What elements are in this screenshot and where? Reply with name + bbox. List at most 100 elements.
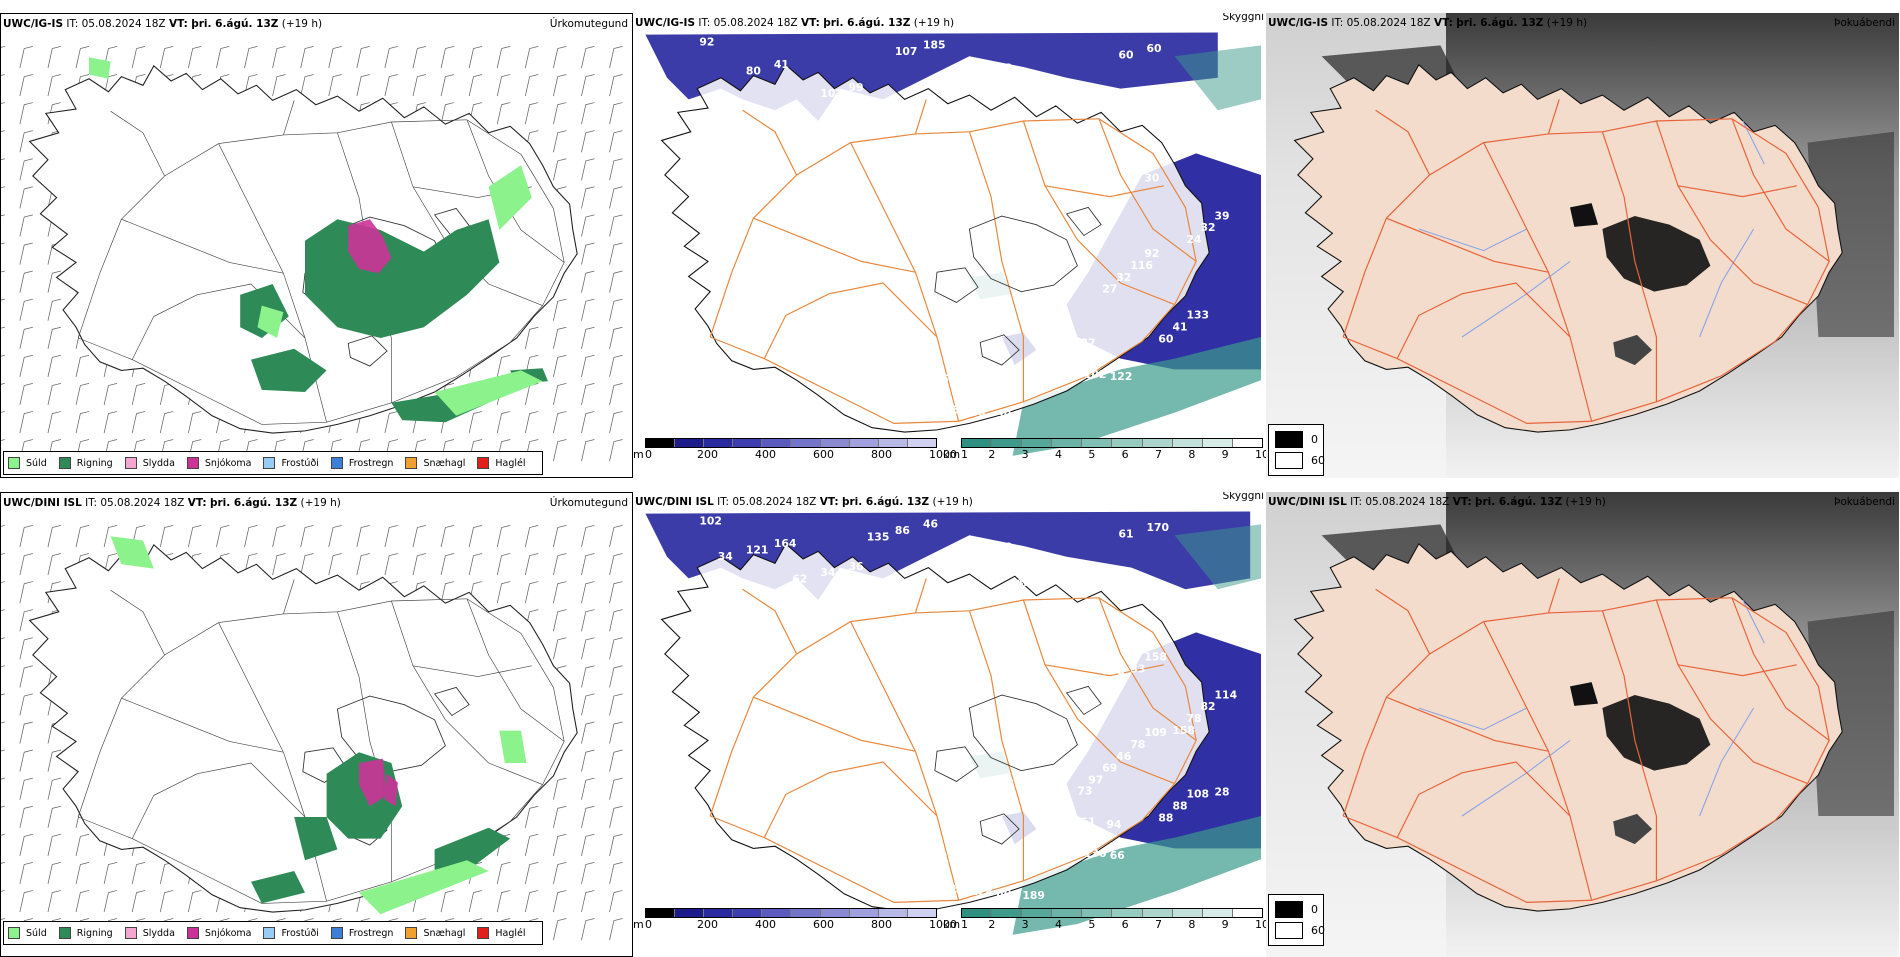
cloud-height-label: 102 (1084, 368, 1107, 381)
colorbar-segment (849, 439, 879, 447)
wind-barb (609, 158, 623, 181)
road (1375, 109, 1431, 176)
wind-barb (328, 525, 342, 548)
road (1386, 217, 1549, 273)
cloud-height-label: 88 (1172, 800, 1187, 813)
cloud-height-label: 100 (1029, 332, 1052, 345)
wind-barb (609, 130, 623, 153)
legend-swatch (330, 927, 343, 939)
wind-barb (581, 186, 595, 209)
wind-barb (468, 411, 483, 434)
wind-barb (1, 411, 5, 413)
wind-barb (524, 326, 539, 349)
glacier-outline (979, 334, 1020, 366)
cloud-height-label: 92 (1144, 247, 1159, 260)
wind-barb (609, 270, 623, 293)
white-swatch (1275, 452, 1303, 469)
wind-barb (581, 74, 595, 97)
cloud-height-label: 39 (1215, 209, 1230, 222)
colorbar-segment (1052, 909, 1083, 917)
road-network (709, 578, 1197, 903)
glacier-outline (336, 695, 446, 773)
cloud-height-label: 119 (1055, 814, 1078, 827)
wind-barb (187, 525, 202, 548)
wind-barb (496, 411, 511, 434)
legend-item: Frostúði (263, 457, 319, 469)
legend-label: Snæhagl (423, 457, 466, 469)
colorbar-segment (1202, 439, 1233, 447)
wind-barb (1, 214, 5, 217)
wind-barb (581, 918, 595, 941)
wind-barb (609, 833, 623, 856)
colorbar-unit: m (633, 918, 644, 931)
road (1386, 696, 1549, 752)
cloud-height-label: 43 (1016, 576, 1031, 589)
colorbar-segment (646, 909, 676, 917)
wind-barb (524, 102, 539, 125)
valid-label: VT: (1452, 496, 1472, 508)
cloud-height-label: 5 (941, 553, 949, 566)
legend-item: Rigning (58, 457, 113, 469)
wind-barb (328, 553, 342, 576)
colorbar-tick: 4 (1055, 448, 1062, 461)
legend-swatch (186, 457, 199, 469)
cloud-height-label: 107 (895, 45, 918, 58)
legend-swatch (477, 457, 490, 469)
road (1655, 120, 1808, 306)
legend-item: Súld (8, 457, 47, 469)
cloud-height-label: 135 (867, 531, 890, 544)
colorbar-segment (762, 439, 792, 447)
cloud-height-label: 38 (1055, 335, 1070, 348)
legend-item: Snjókoma (186, 457, 251, 469)
cloud-height-label: 30 (996, 408, 1011, 421)
wind-barb (609, 214, 623, 237)
cloud-height-label: 46 (1116, 750, 1131, 763)
cloud-height-label: 28 (1215, 785, 1230, 798)
legend-swatch (58, 457, 71, 469)
wind-barb (159, 525, 174, 548)
legend-item: Frostregn (330, 457, 393, 469)
drizzle-cell (89, 57, 111, 79)
wind-barb (1, 777, 5, 780)
wind-barb (47, 777, 62, 800)
wind-barb (244, 46, 258, 69)
colorbar-tick: 7 (1155, 448, 1162, 461)
legend-item: Frostúði (263, 927, 319, 939)
cloud-map-bottom: 1021038516410910636108136463586897815951… (633, 492, 1266, 957)
wind-barb (553, 861, 567, 885)
wind-barb (581, 721, 595, 744)
fog-legend-low: 0 (1311, 433, 1318, 446)
cloud-height-label: 158 (1144, 650, 1167, 663)
colorbar-tick: 6 (1121, 918, 1129, 931)
wind-barb (272, 74, 286, 97)
wind-barb (553, 918, 567, 941)
wind-barb (581, 665, 595, 688)
wind-barb (47, 326, 62, 349)
wind-barb (609, 665, 623, 688)
field-name: Úrkomutegund (549, 18, 628, 30)
road (914, 99, 927, 135)
map-layer (1293, 45, 1894, 433)
road (753, 696, 916, 752)
wind-barb (524, 581, 539, 604)
legend-item: Rigning (58, 927, 113, 939)
iceland-coastline (660, 63, 1210, 433)
wind-barb (19, 158, 33, 181)
wind-barb (75, 890, 90, 913)
colorbar-strip (645, 908, 937, 918)
wind-barb (19, 777, 33, 800)
cloud-height-label: 54 (1026, 780, 1042, 793)
legend-item: Slydda (124, 927, 175, 939)
legend-label: Rigning (76, 927, 113, 939)
colorbar-segment (820, 439, 850, 447)
wind-barb (496, 890, 511, 913)
panel-title: UWC/IG-IS IT: 05.08.2024 18Z VT: þri. 6.… (635, 17, 954, 29)
wind-barb (19, 805, 33, 828)
wind-barb (609, 326, 623, 349)
wind-barb (496, 354, 511, 377)
wind-barb (581, 439, 595, 462)
rain-cell (294, 817, 338, 861)
wind-barb (47, 46, 62, 69)
road (1547, 578, 1560, 614)
colorbar-tick: 1000 (929, 918, 957, 931)
